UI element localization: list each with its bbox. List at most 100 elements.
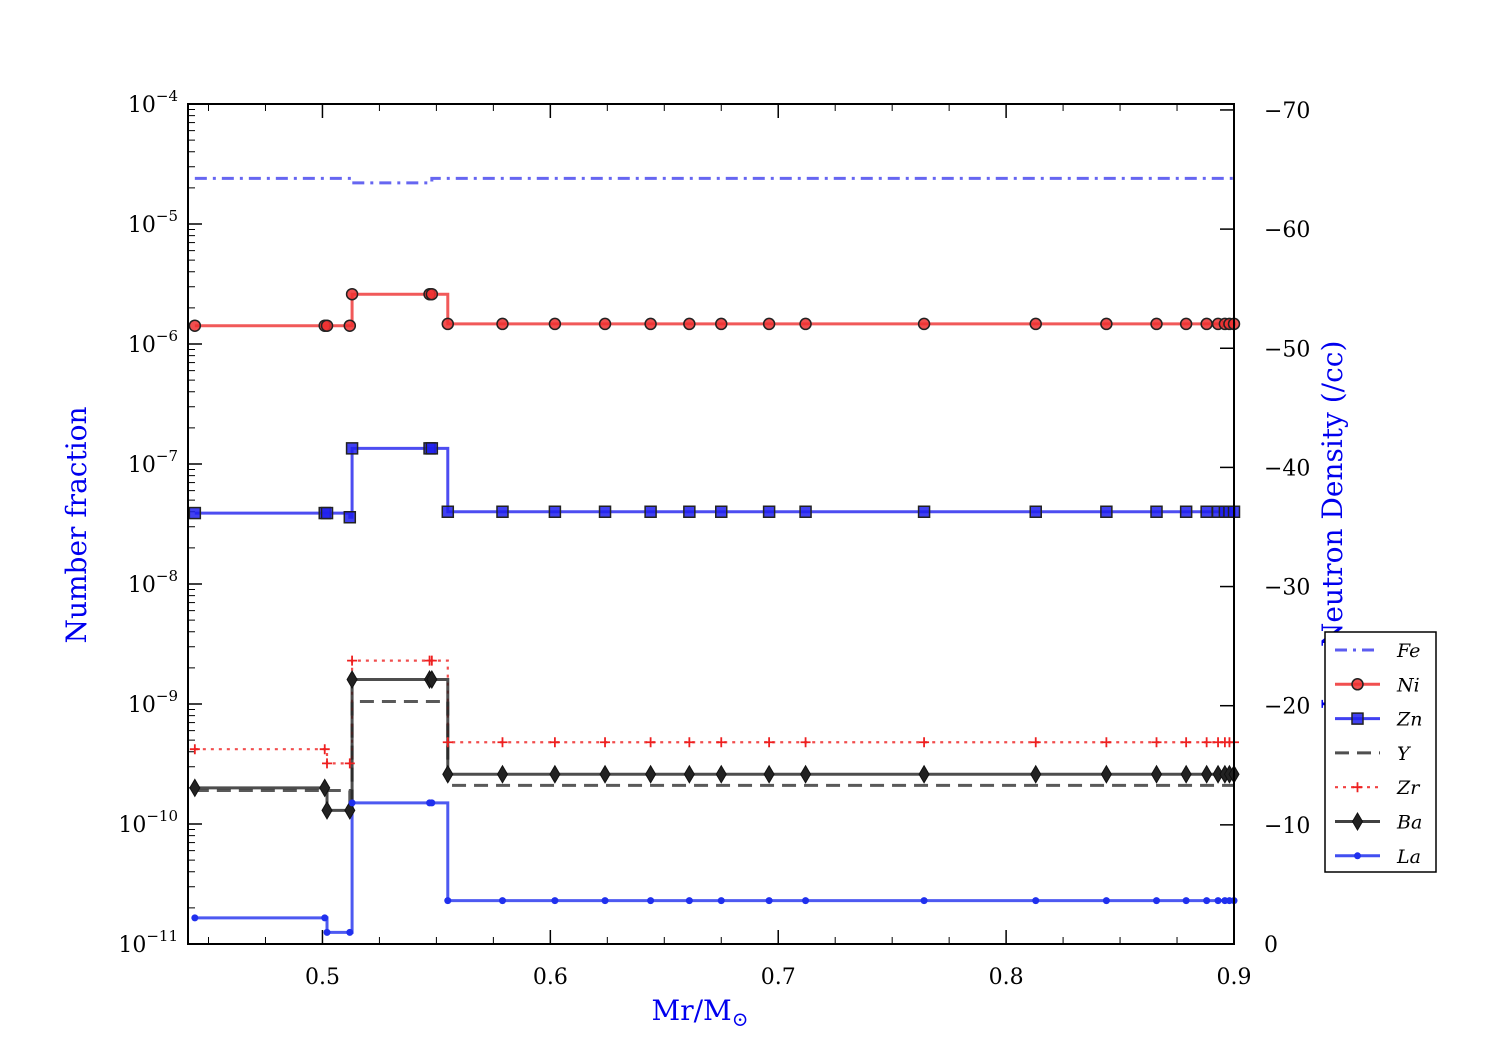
legend-label-la: La xyxy=(1396,846,1421,868)
data-point-zn xyxy=(188,506,202,520)
data-point-zr xyxy=(1151,737,1162,748)
legend-marker-ni xyxy=(1351,678,1364,691)
series-line-ba xyxy=(194,678,1234,812)
data-point-la xyxy=(717,897,725,905)
data-point-la xyxy=(1032,897,1040,905)
legend-marker-zn xyxy=(1351,712,1364,725)
data-point-ni xyxy=(425,287,439,301)
y-tick-label: 10−4 xyxy=(128,87,178,118)
data-point-ba xyxy=(346,670,358,689)
data-point-la xyxy=(348,799,356,807)
data-point-zn xyxy=(598,505,612,519)
data-point-la xyxy=(191,914,199,922)
data-point-zr xyxy=(1201,737,1212,748)
x-axis-label-text: Mr/M xyxy=(652,994,732,1027)
data-point-ni xyxy=(644,317,657,331)
y2-tick-label: −60 xyxy=(1264,218,1310,243)
data-point-zr xyxy=(426,655,437,666)
data-point-la xyxy=(765,897,773,905)
data-point-la xyxy=(321,914,329,922)
x-tick-label: 0.7 xyxy=(761,965,796,990)
ticks-layer xyxy=(188,103,1235,945)
data-point-zn xyxy=(1179,505,1193,519)
data-point-ni xyxy=(496,317,509,331)
x-tick-label: 0.8 xyxy=(989,965,1024,990)
data-point-zr xyxy=(684,737,695,748)
data-point-zn xyxy=(496,505,509,519)
data-point-la xyxy=(428,799,436,807)
plot-frame xyxy=(187,103,1235,945)
legend-marker-ba xyxy=(1351,812,1364,831)
data-point-la xyxy=(920,897,928,905)
data-point-zn xyxy=(799,505,812,519)
y2-tick-label: −30 xyxy=(1264,576,1310,601)
series-line-zn xyxy=(194,446,1234,519)
data-point-zn xyxy=(762,505,776,519)
marker-layer xyxy=(188,287,1241,936)
legend-label-y: Y xyxy=(1397,743,1412,765)
data-point-la xyxy=(1182,897,1190,905)
data-point-zn xyxy=(715,505,728,519)
y-axis-label: Number fraction xyxy=(60,406,93,643)
data-point-zr xyxy=(1030,737,1041,748)
data-point-ba xyxy=(319,778,331,798)
data-point-ba xyxy=(189,778,201,798)
data-point-zn xyxy=(320,506,334,520)
y-tick-label: 10−6 xyxy=(128,327,178,358)
data-point-zr xyxy=(347,655,358,666)
data-point-zr xyxy=(549,737,560,748)
data-point-zn xyxy=(644,505,657,519)
data-point-ba xyxy=(799,764,812,784)
data-point-zr xyxy=(442,737,453,748)
data-point-zr xyxy=(919,737,930,748)
data-point-zr xyxy=(1181,737,1192,748)
data-point-ni xyxy=(715,317,728,331)
data-point-la xyxy=(346,928,354,936)
legend: Fe Ni Zn Y Zr Ba La xyxy=(1324,631,1437,873)
series-line-fe xyxy=(194,176,1234,185)
data-point-la xyxy=(1153,897,1161,905)
data-point-la xyxy=(323,928,331,936)
data-point-ba xyxy=(496,764,509,784)
data-point-ni xyxy=(343,319,357,332)
data-point-ba xyxy=(599,764,611,784)
data-point-zn xyxy=(683,505,696,519)
tick-labels-layer: 0.5 0.6 0.7 0.8 0.9 10−4 10−5 10−6 10−7 10−8 10−9 1… xyxy=(118,87,1310,990)
data-point-ni xyxy=(762,317,776,331)
data-point-ba xyxy=(442,764,454,784)
y-tick-label: 10−11 xyxy=(118,927,178,958)
x-axis-label-subscript: ⊙ xyxy=(732,1007,749,1031)
data-point-ni xyxy=(598,317,612,331)
legend-label-fe: Fe xyxy=(1396,640,1420,662)
series-line-la xyxy=(194,801,1234,934)
x-tick-label: 0.5 xyxy=(305,965,340,990)
data-point-la xyxy=(551,897,559,905)
legend-label-zr: Zr xyxy=(1396,777,1421,799)
y2-tick-label: 0 xyxy=(1264,933,1278,958)
series-line-y xyxy=(194,699,1234,808)
data-point-ba xyxy=(321,800,333,820)
y2-tick-label: −40 xyxy=(1264,456,1310,481)
data-point-ba xyxy=(1180,764,1192,784)
legend-label-zn: Zn xyxy=(1396,709,1422,731)
data-point-zn xyxy=(441,505,455,519)
legend-marker-zr xyxy=(1352,782,1363,793)
y2-tick-label: −70 xyxy=(1264,99,1310,124)
data-point-zr xyxy=(1101,737,1112,748)
data-point-ba xyxy=(1150,764,1163,784)
data-point-ni xyxy=(441,317,455,331)
series-line-ni xyxy=(194,292,1234,328)
x-tick-label: 0.9 xyxy=(1217,965,1252,990)
y-tick-label: 10−10 xyxy=(118,807,178,838)
data-point-zn xyxy=(1150,505,1163,519)
data-point-la xyxy=(498,897,506,905)
data-point-la xyxy=(1102,897,1110,905)
data-point-zn xyxy=(425,442,439,455)
data-point-zn xyxy=(548,505,562,519)
data-point-ba xyxy=(918,764,930,784)
x-tick-label: 0.6 xyxy=(533,965,568,990)
data-point-ni xyxy=(1150,317,1163,331)
data-point-ni xyxy=(345,287,359,301)
y2-tick-label: −10 xyxy=(1264,814,1310,839)
data-point-zr xyxy=(344,758,355,769)
